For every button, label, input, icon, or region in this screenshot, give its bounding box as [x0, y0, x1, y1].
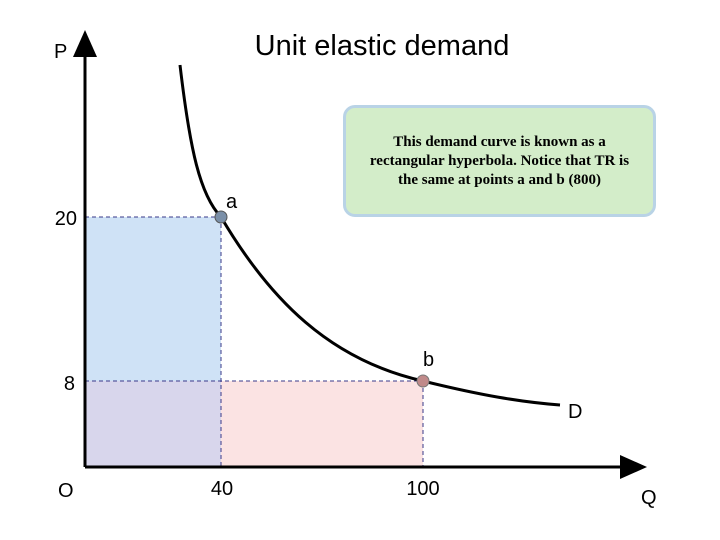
origin-label: O — [58, 480, 74, 502]
p-tick-label: 20 — [55, 208, 77, 230]
y-axis-label: P — [54, 41, 67, 63]
point-a — [214, 210, 228, 224]
q-tick-label: 40 — [211, 478, 233, 500]
title: Unit elastic demand — [255, 30, 510, 62]
overlap-area — [85, 381, 221, 467]
p-tick-label: 8 — [64, 373, 75, 395]
point-b — [416, 374, 430, 388]
curve-label: D — [568, 401, 582, 423]
q-tick-label: 100 — [406, 478, 439, 500]
guide-lines — [85, 216, 424, 467]
x-axis-label: Q — [641, 487, 657, 509]
point-label: a — [226, 191, 238, 213]
demand-curve — [178, 64, 561, 407]
point-label: b — [423, 349, 434, 371]
callout: This demand curve is known as a rectangu… — [343, 105, 656, 217]
